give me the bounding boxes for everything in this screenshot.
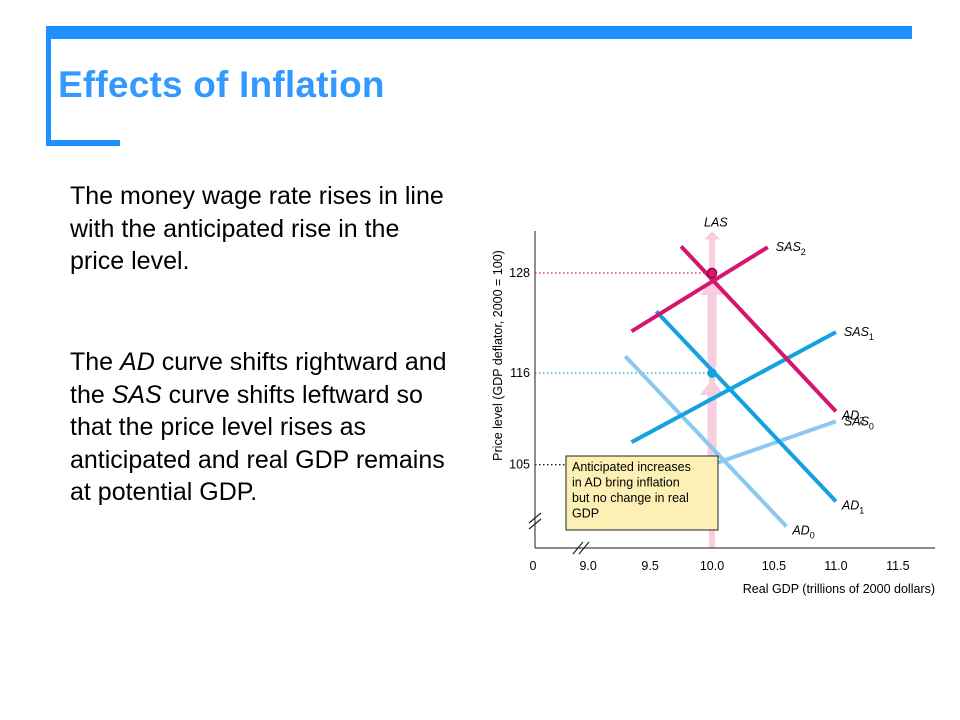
curve-label-subscript: 1 [869,332,874,342]
y-axis-break-mark-2 [528,518,542,530]
curve-label-ad1: AD1 [841,498,864,515]
equilibrium-point-2 [707,368,717,378]
curve-label-las: LAS [704,215,728,229]
callout-box [565,455,719,531]
curve-label-text: SAS [844,414,870,428]
callout-line-2: in AD bring inflation [572,476,680,490]
curve-sas2 [630,245,769,334]
curve-ad0 [623,354,788,528]
x-axis-title: Real GDP (trillions of 2000 dollars) [743,582,935,596]
y-axis-break-mark-1 [528,512,542,524]
accent-bar-bottom [46,140,120,146]
x-axis-break-mark-2 [578,541,590,555]
x-tick-9.0: 9.0 [579,559,596,573]
x-tick-11.5: 11.5 [886,559,909,573]
curve-label-ad2: AD2 [841,408,864,425]
callout-line-4: GDP [572,507,599,521]
x-axis-origin-label: 0 [530,559,537,573]
y-tick-128: 128 [509,266,530,280]
x-tick-10.0: 10.0 [700,559,724,573]
curve-label-text: AD [841,498,859,512]
curve-label-sas1: SAS1 [844,325,874,342]
las-arrowhead [704,231,721,240]
paragraph-2-run-1: The [70,348,121,376]
curve-label-ad0: AD0 [791,523,814,540]
callout-line-3: but no change in real [572,491,689,505]
x-tick-10.5: 10.5 [762,559,786,573]
x-tick-9.5: 9.5 [641,559,658,573]
accent-bar-left [46,26,51,146]
body-paragraph-1: The money wage rate rises in line with t… [70,180,460,278]
y-tick-105: 105 [509,458,530,472]
curve-sas0 [711,419,837,467]
curve-label-sas0: SAS0 [844,414,874,431]
paragraph-2-run-2: AD [120,348,155,376]
curve-sas1 [630,330,837,444]
paragraph-2-run-3: curve shifts rightward and the [70,348,447,409]
accent-bar-top [48,26,912,39]
paragraph-2-run-5: curve shifts leftward so that the price … [70,380,445,507]
curve-label-subscript: 2 [859,415,864,425]
curve-ad2 [679,244,838,413]
curve-ad1 [654,309,838,503]
curve-label-subscript: 0 [810,530,815,540]
y-axis-title: Price level (GDP deflator, 2000 = 100) [491,250,505,461]
curve-label-text: AD [841,408,859,422]
curve-label-text: LAS [704,215,728,229]
annotation-callout: Anticipated increases in AD bring inflati… [565,455,719,531]
axes: 0 9.0 9.5 10.0 10.5 11.0 11.5 105 116 128 Real GDP… [491,231,935,596]
x-tick-11.0: 11.0 [824,559,847,573]
curve-label-text: AD [791,523,809,537]
curve-label-subscript: 1 [859,505,864,515]
body-paragraph-2: The AD curve shifts rightward and the SA… [70,346,460,509]
paragraph-2-run-4: SAS [111,380,162,409]
curve-label-subscript: 2 [801,247,806,257]
guide-lines [535,272,713,466]
callout-text: Anticipated increases in AD bring inflati… [572,460,691,521]
curve-label-sas2: SAS2 [776,240,806,257]
x-axis-break-mark-1 [572,541,584,555]
curve-label-text: SAS [776,240,802,254]
curve-label-text: SAS [844,325,870,339]
paragraph-1-run-1: The money wage rate rises in line with t… [70,182,444,275]
equilibrium-point-3 [706,267,718,279]
callout-line-1: Anticipated increases [572,460,691,474]
slide-title: Effects of Inflation [58,64,385,105]
y-tick-116: 116 [510,366,530,380]
curve-label-subscript: 0 [869,421,874,431]
